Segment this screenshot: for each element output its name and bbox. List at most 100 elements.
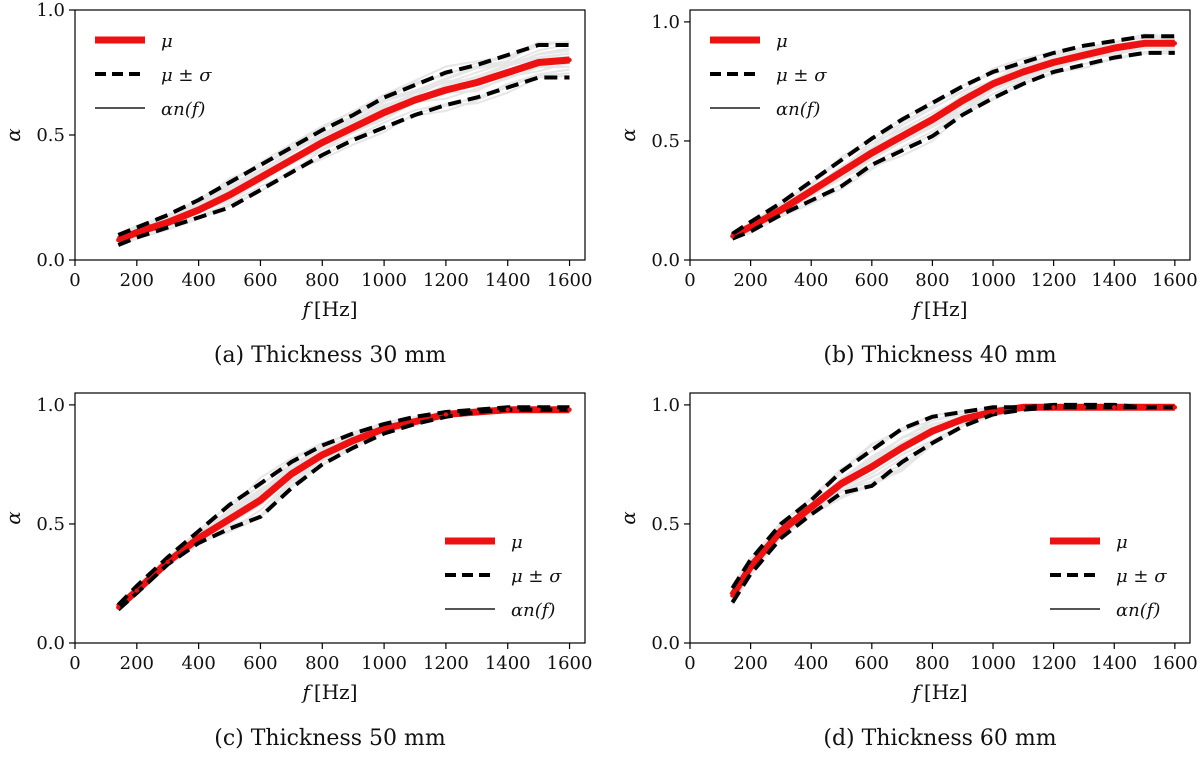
panel-caption: (a) Thickness 30 mm — [214, 343, 446, 368]
x-tick-label: 1200 — [1031, 653, 1077, 674]
mean-point — [778, 528, 784, 534]
y-tick-label: 0.5 — [651, 131, 680, 152]
mean-point — [165, 220, 170, 225]
x-tick-label: 1200 — [1031, 270, 1077, 291]
legend-mean-label: μ — [776, 31, 788, 52]
mean-point — [839, 169, 844, 175]
mean-point — [1172, 41, 1178, 46]
chart-panel-d: 0 200 400 600 800 1000 1200 1400 1600 0.0 0.5 1.0 f[… — [616, 392, 1198, 751]
legend-band-label: μ ± σ — [161, 65, 212, 86]
mean-point — [869, 150, 874, 156]
legend-mean-label: μ — [1116, 532, 1128, 553]
y-tick-label: 0.5 — [36, 514, 65, 535]
y-tick-label: 1.0 — [651, 12, 680, 33]
mean-point — [1051, 60, 1056, 65]
y-tick-label: 0.5 — [36, 125, 65, 146]
mean-point — [289, 157, 294, 163]
mean-point — [748, 564, 753, 569]
legend-band-label: μ ± σ — [776, 65, 827, 86]
mean-point — [351, 438, 356, 443]
y-axis-label: α — [616, 128, 640, 142]
mean-point — [960, 417, 965, 422]
mean-point — [165, 559, 170, 565]
x-axis-label: f [Hz] — [911, 680, 968, 704]
legend-band-label: μ ± σ — [511, 566, 562, 587]
mean-points — [730, 41, 1178, 239]
sample-curve — [731, 405, 1175, 593]
mean-point — [196, 207, 201, 213]
mean-point — [1142, 405, 1147, 410]
mean-point — [778, 207, 784, 213]
x-axis-label: f [Hz] — [301, 680, 358, 704]
sample-curve — [731, 406, 1175, 595]
sample-curve — [731, 405, 1175, 596]
x-axis-label: f [Hz] — [911, 297, 968, 321]
x-tick-label: 0 — [684, 270, 695, 291]
mean-points — [116, 407, 572, 610]
y-axis-label: α — [616, 511, 640, 525]
x-tick-label: 1000 — [970, 653, 1016, 674]
legend-mean-label: μ — [161, 31, 173, 52]
mean-point — [227, 192, 232, 198]
sample-curve — [731, 406, 1175, 605]
sample-curves — [731, 404, 1175, 605]
y-tick-label: 0.0 — [36, 633, 65, 654]
x-tick-label: 1200 — [423, 270, 469, 291]
x-tick-label: 200 — [733, 270, 767, 291]
x-tick-label: 400 — [181, 270, 215, 291]
mean-points — [116, 57, 572, 243]
panel-caption: (c) Thickness 50 mm — [214, 726, 446, 751]
legend: μ μ ± σ αn(f) — [1050, 532, 1167, 621]
axes-frame — [689, 9, 1191, 261]
x-axis-unit: [Hz] — [314, 297, 358, 321]
sample-curve — [731, 406, 1175, 601]
mean-point — [1051, 405, 1056, 410]
chart-panel-a: 0 200 400 600 800 1000 1200 1400 1600 0.0 0.5 1.0 f[… — [1, 0, 592, 368]
y-tick-label: 1.0 — [651, 395, 680, 416]
y-tick-label: 0.0 — [36, 250, 65, 271]
mean-point — [474, 409, 479, 415]
sample-curve — [117, 49, 570, 237]
legend: μ μ ± σ αn(f) — [710, 31, 827, 120]
mean-point — [227, 517, 232, 522]
x-tick-label: 1000 — [361, 270, 407, 291]
sample-curve — [731, 406, 1175, 604]
y-axis-label: α — [1, 128, 25, 142]
x-tick-label: 1000 — [970, 270, 1016, 291]
x-tick-label: 200 — [733, 653, 767, 674]
x-tick-label: 600 — [243, 653, 277, 674]
sample-curve — [731, 406, 1175, 602]
mean-point — [412, 97, 418, 103]
lower-sigma-line — [731, 50, 1175, 241]
mean-point — [1142, 41, 1147, 46]
mean-point — [258, 497, 263, 503]
mean-point — [134, 230, 139, 235]
mean-point — [1021, 405, 1026, 410]
x-axis-unit: [Hz] — [924, 297, 968, 321]
x-tick-label: 0 — [69, 270, 80, 291]
x-axis-variable: f — [911, 680, 924, 704]
x-axis-label: f [Hz] — [301, 297, 358, 321]
x-tick-label: 1600 — [1152, 270, 1198, 291]
mean-point — [809, 505, 814, 510]
x-tick-label: 200 — [120, 653, 154, 674]
chart-panel-b: 0 200 400 600 800 1000 1200 1400 1600 0.0 0.5 1.0 f[… — [616, 9, 1198, 368]
y-axis-label: α — [1, 511, 25, 525]
legend: μ μ ± σ αn(f) — [445, 532, 562, 621]
lower-sigma-line — [117, 75, 570, 247]
mean-point — [990, 81, 996, 87]
mean-point — [930, 428, 935, 434]
mean-point — [443, 87, 449, 93]
mean-point — [116, 605, 121, 610]
sample-curve — [731, 405, 1175, 597]
x-tick-label: 1600 — [1152, 653, 1198, 674]
x-tick-label: 800 — [915, 653, 949, 674]
legend-mean-label: μ — [511, 532, 523, 553]
x-tick-label: 1000 — [361, 653, 407, 674]
mean-point — [381, 426, 387, 431]
mean-line — [730, 39, 1175, 240]
x-axis-variable: f — [911, 297, 924, 321]
mean-point — [899, 445, 905, 450]
y-tick-label: 0.0 — [651, 633, 680, 654]
mean-point — [536, 60, 541, 65]
